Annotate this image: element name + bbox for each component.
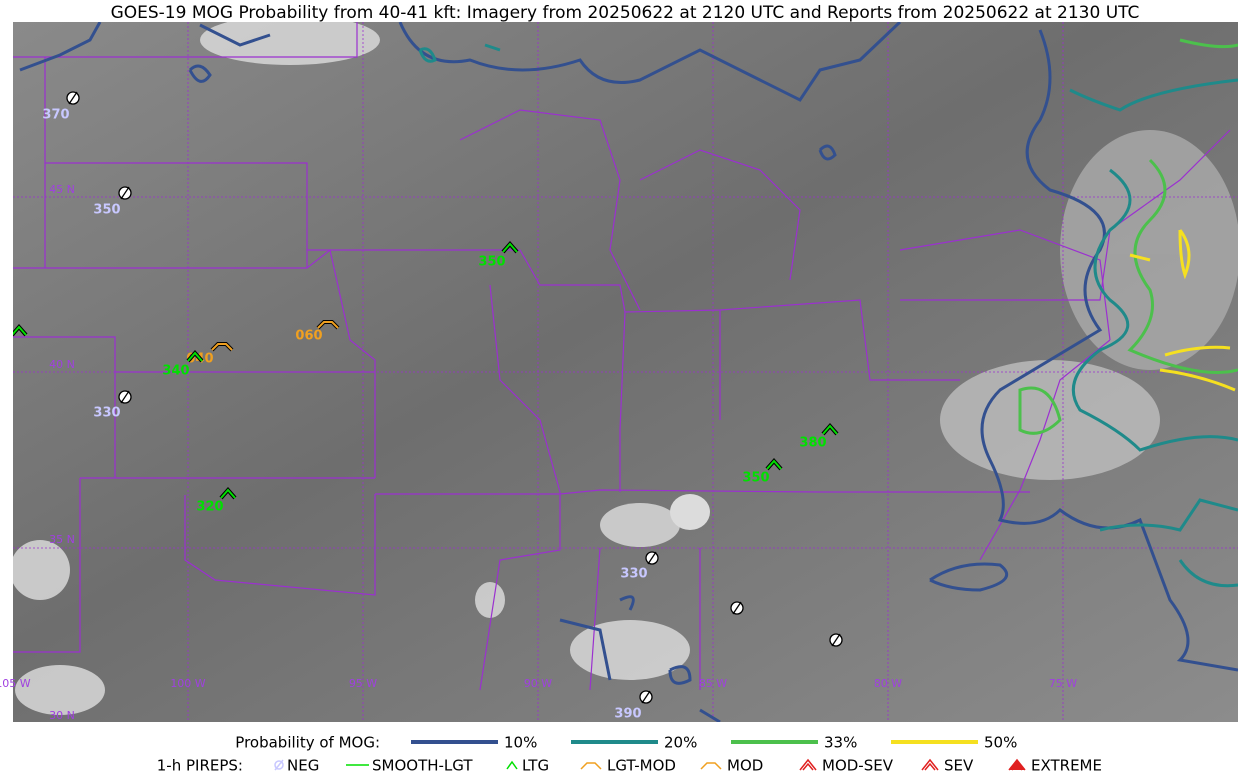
ltg-icon <box>822 424 838 435</box>
ltg-icon <box>13 325 27 336</box>
pirep-label: 380 <box>799 436 826 451</box>
pirep-label: 350 <box>478 255 505 270</box>
lon-label: 105 W <box>0 677 31 690</box>
pirep-label: 340 <box>162 364 189 379</box>
ltg-icon <box>766 459 782 470</box>
neg-icon-slash <box>120 390 130 404</box>
legend-label: LGT-MOD <box>607 757 676 775</box>
lat-label: 40 N <box>49 358 75 371</box>
borders <box>13 22 1231 691</box>
legend-label: MOD <box>727 757 763 775</box>
pireps: 370350350060040340330330320380350330390 <box>0 91 843 722</box>
ltg-icon <box>187 351 203 362</box>
map: 370350350060040340330330320380350330390 <box>0 22 1238 722</box>
legend-label: SEV <box>944 757 974 775</box>
legend-icon <box>580 762 602 770</box>
ltg-icon <box>502 242 518 253</box>
legend-label: 50% <box>984 734 1017 752</box>
neg-icon-slash <box>647 551 657 565</box>
legend-icon <box>274 759 284 771</box>
mod-icon <box>317 321 339 329</box>
legend-label: NEG <box>287 757 319 775</box>
legend-label: SMOOTH-LGT <box>372 757 473 775</box>
legend-title: 1-h PIREPS: <box>157 757 243 775</box>
ltg-icon <box>220 488 236 499</box>
legend-icon <box>700 762 722 770</box>
legend-label: 10% <box>504 734 537 752</box>
lon-label: 85 W <box>699 677 727 690</box>
legend: Probability of MOG: 10% 20% 33% 50% 1-h PIREP… <box>157 734 1102 775</box>
lon-label: 95 W <box>349 677 377 690</box>
title: GOES-19 MOG Probability from 40-41 kft: … <box>111 3 1140 23</box>
contours <box>19 22 1238 722</box>
grid-labels: 45 N 40 N 35 N 30 N 105 W 100 W 95 W 90 W 85 W 80… <box>0 183 1077 722</box>
legend-icon <box>506 760 518 770</box>
legend-icon <box>921 758 939 771</box>
legend-icon <box>1008 758 1026 771</box>
pirep-label: 320 <box>196 500 223 515</box>
lon-label: 75 W <box>1049 677 1077 690</box>
legend-label: LTG <box>522 757 549 775</box>
neg-icon-slash <box>641 690 651 704</box>
pirep-label: 370 <box>42 108 69 123</box>
pirep-label: 350 <box>742 471 769 486</box>
pirep-label: 350 <box>93 203 120 218</box>
neg-icon-slash <box>120 186 130 200</box>
pirep-label: 390 <box>614 707 641 722</box>
legend-label: MOD-SEV <box>822 757 894 775</box>
lon-label: 100 W <box>170 677 205 690</box>
legend-label: 33% <box>824 734 857 752</box>
lat-label: 45 N <box>49 183 75 196</box>
pirep-label: 060 <box>295 329 322 344</box>
legend-icon <box>799 758 817 771</box>
legend-label: EXTREME <box>1031 757 1102 775</box>
lat-label: 35 N <box>49 533 75 546</box>
pirep-label: 330 <box>0 339 14 354</box>
pirep-label: 330 <box>93 406 120 421</box>
legend-title: Probability of MOG: <box>235 734 380 752</box>
mod-icon <box>211 343 233 351</box>
graticule <box>13 22 1238 722</box>
clouds <box>13 22 1238 715</box>
neg-icon-slash <box>68 91 78 105</box>
neg-icon-slash <box>732 601 742 615</box>
lon-label: 80 W <box>874 677 902 690</box>
lon-label: 90 W <box>524 677 552 690</box>
legend-label: 20% <box>664 734 697 752</box>
lat-label: 30 N <box>49 709 75 722</box>
neg-icon-slash <box>831 633 841 647</box>
pirep-label: 330 <box>620 567 647 582</box>
